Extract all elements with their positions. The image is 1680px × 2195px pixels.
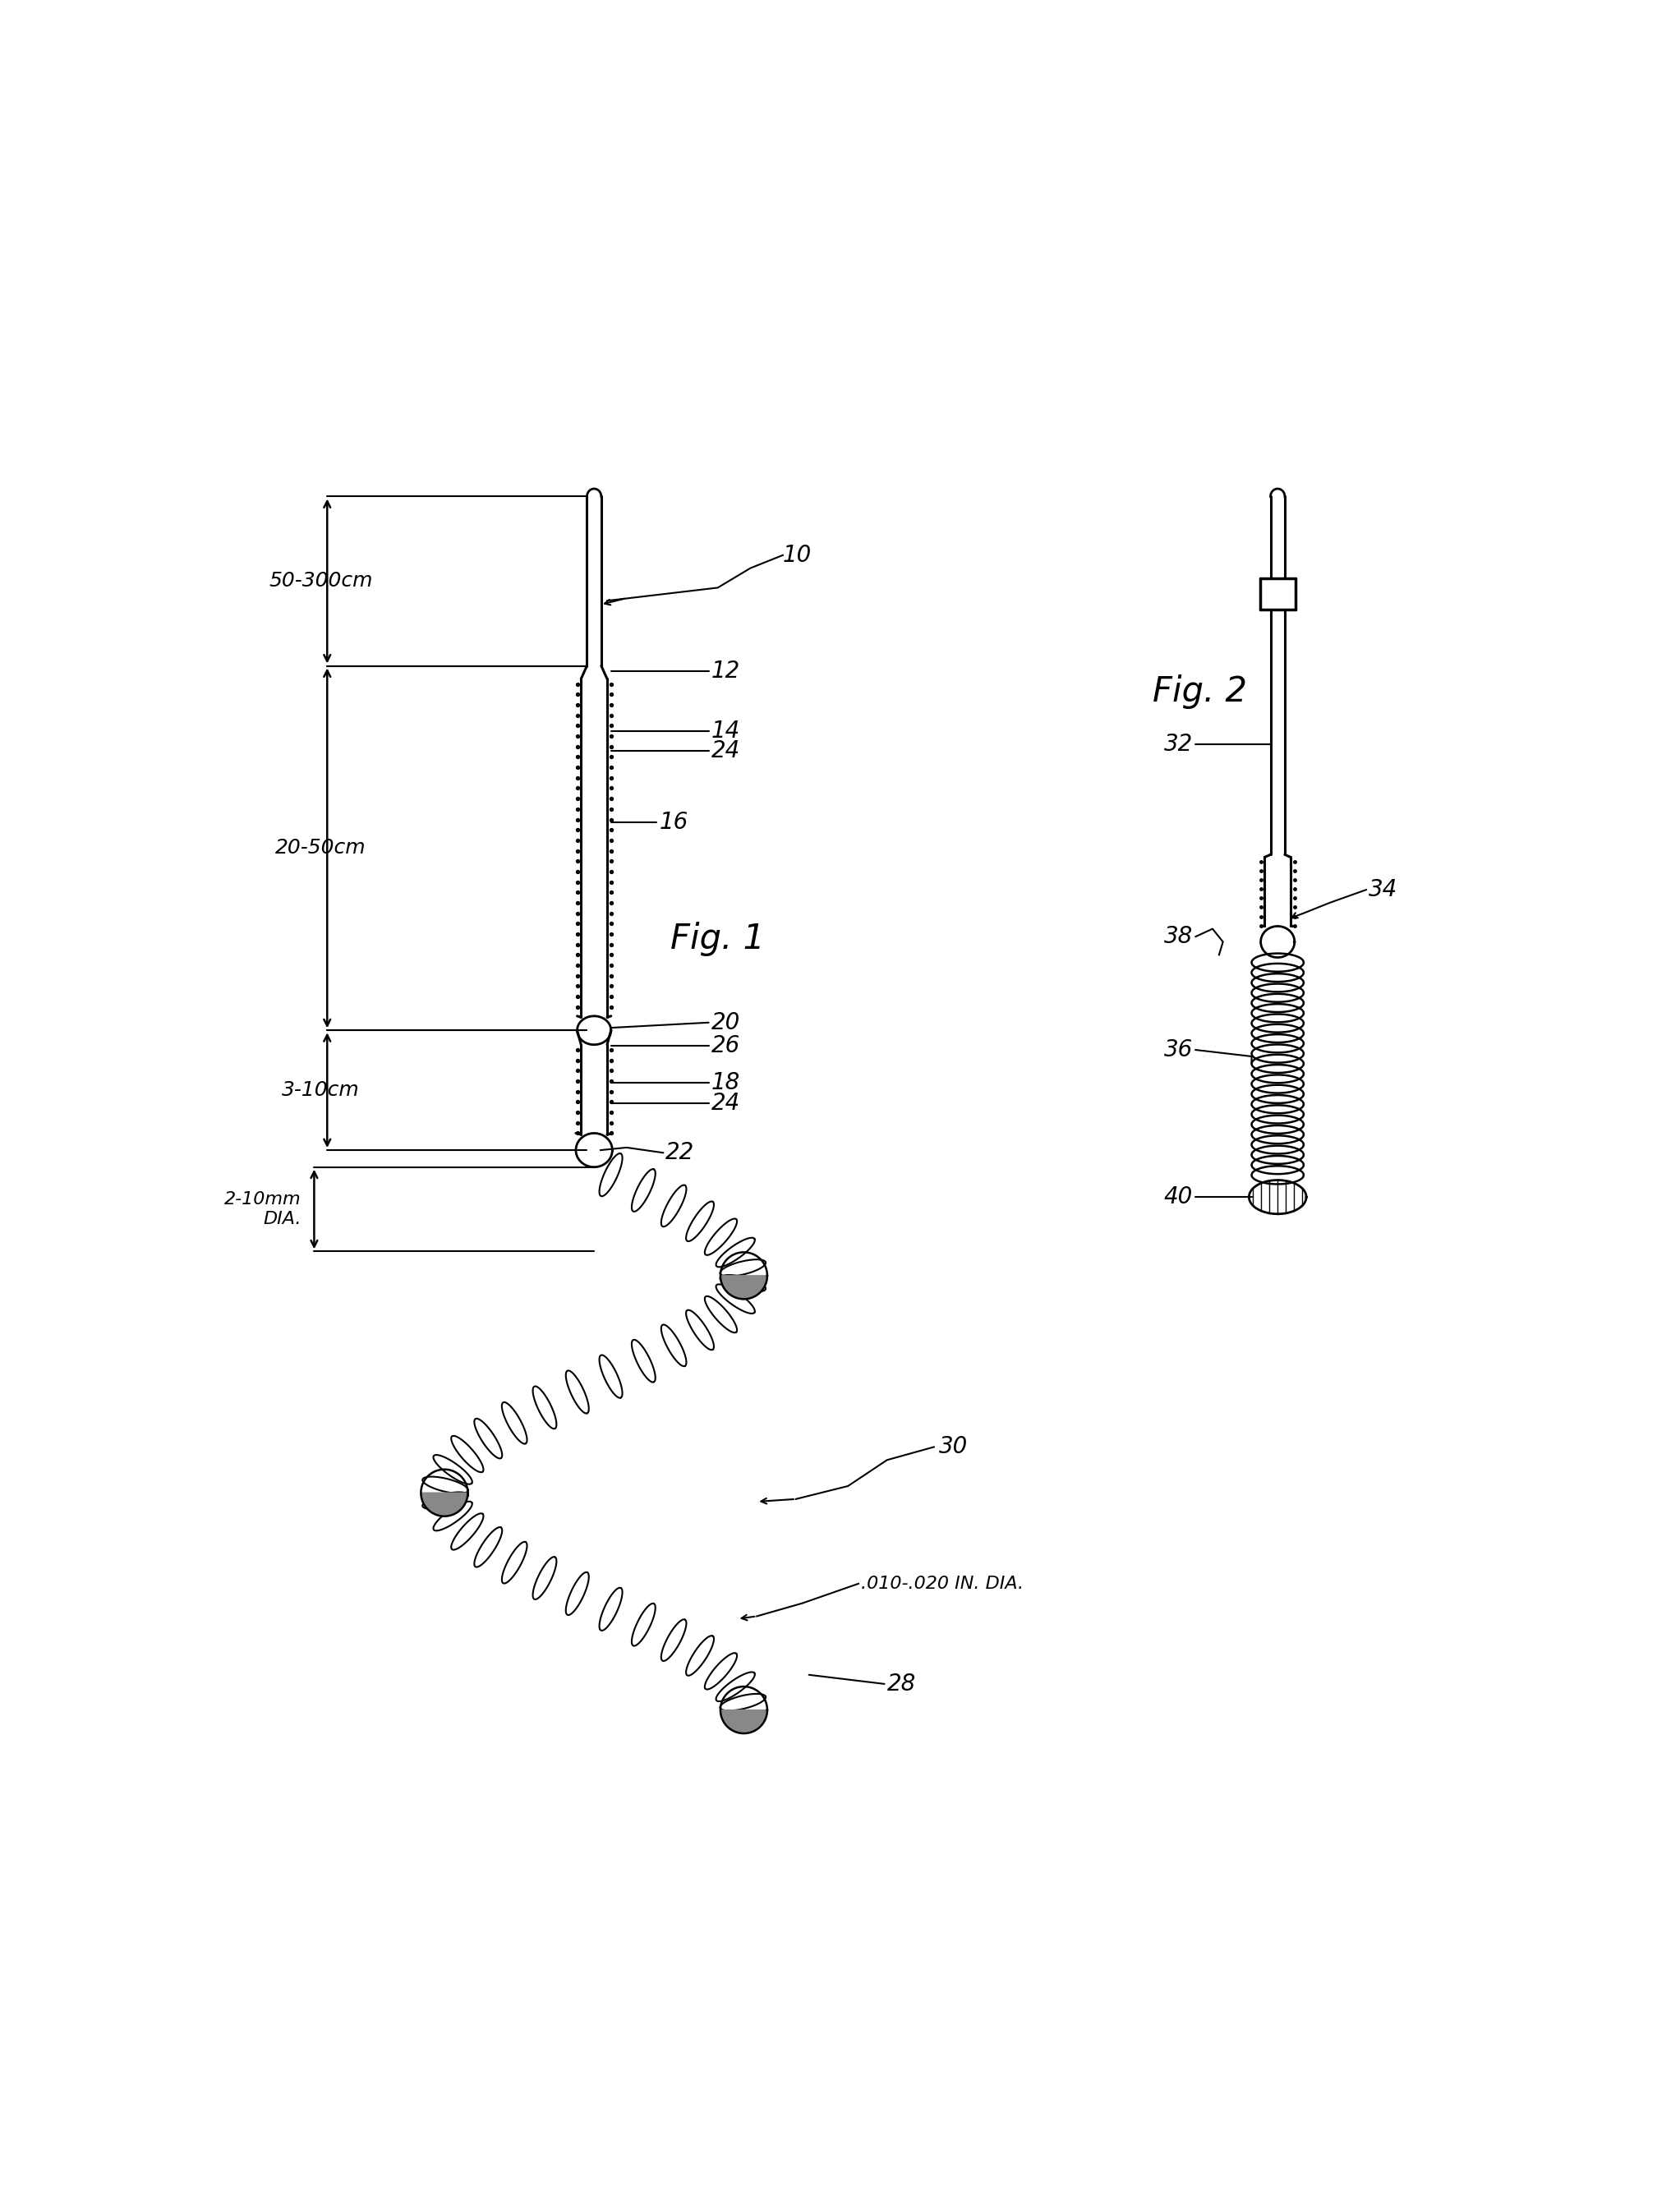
Text: 24: 24	[711, 1091, 741, 1115]
Text: 16: 16	[659, 810, 689, 834]
Text: 50-300cm: 50-300cm	[269, 571, 373, 590]
Text: 32: 32	[1164, 733, 1193, 755]
Text: 2-10mm
DIA.: 2-10mm DIA.	[223, 1192, 301, 1227]
Polygon shape	[721, 1275, 768, 1299]
Text: 20-50cm: 20-50cm	[276, 838, 366, 858]
Polygon shape	[422, 1493, 467, 1517]
Text: .010-.020 IN. DIA.: .010-.020 IN. DIA.	[860, 1576, 1023, 1591]
Text: 22: 22	[665, 1141, 694, 1163]
Text: 28: 28	[887, 1673, 916, 1695]
Text: 3-10cm: 3-10cm	[282, 1080, 360, 1100]
Text: 12: 12	[711, 658, 741, 683]
Text: 40: 40	[1164, 1185, 1193, 1209]
Text: 14: 14	[711, 720, 741, 742]
Text: 18: 18	[711, 1071, 741, 1093]
Text: 20: 20	[711, 1012, 741, 1034]
Text: 26: 26	[711, 1034, 741, 1058]
Text: Fig. 2: Fig. 2	[1152, 674, 1247, 709]
Text: 38: 38	[1164, 924, 1193, 948]
Text: 24: 24	[711, 740, 741, 762]
Text: Fig. 1: Fig. 1	[670, 922, 764, 957]
Text: 36: 36	[1164, 1038, 1193, 1062]
Polygon shape	[721, 1710, 768, 1734]
Text: 10: 10	[783, 544, 811, 566]
Text: 34: 34	[1369, 878, 1398, 902]
Text: 30: 30	[939, 1436, 968, 1457]
